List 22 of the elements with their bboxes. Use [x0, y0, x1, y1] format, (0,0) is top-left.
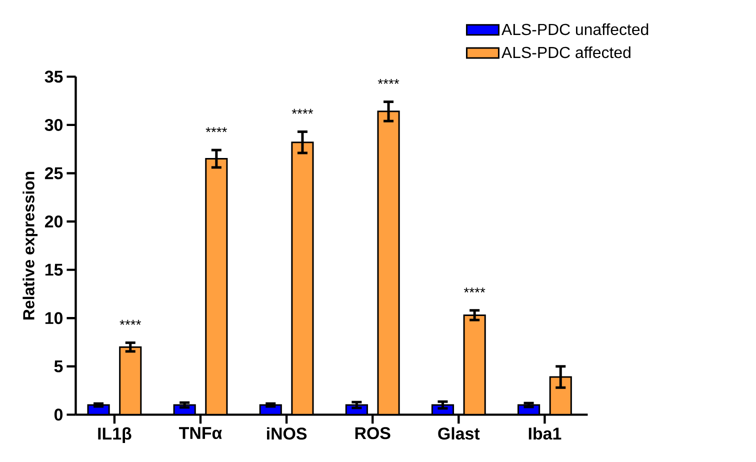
y-tick-label: 20	[44, 216, 63, 228]
x-tick-label: Iba1	[528, 427, 562, 440]
y-tick-label: 10	[45, 312, 63, 324]
y-tick-label: 35	[44, 70, 63, 83]
annotation: ****	[292, 108, 314, 114]
y-tick-label: 0	[54, 408, 63, 421]
y-tick-label: 30	[44, 118, 63, 131]
annotation: ****	[206, 127, 228, 132]
y-axis-title: Relative expression	[22, 172, 38, 320]
y-tick-label: 25	[44, 167, 63, 180]
y-tick-label: 15	[45, 264, 63, 276]
legend-label: ALS-PDC unaffected	[502, 23, 648, 36]
x-tick-label: IL1β	[98, 427, 132, 443]
x-tick-label: ROS	[355, 427, 390, 440]
y-tick-label: 5	[54, 360, 63, 372]
annotation: ****	[378, 78, 400, 84]
annotation: ****	[120, 320, 142, 325]
x-tick-label: Glast	[438, 427, 480, 440]
annotation: ****	[464, 288, 486, 292]
x-tick-label: TNFα	[179, 427, 222, 440]
x-tick-label: iNOS	[267, 427, 307, 440]
legend-label: ALS-PDC affected	[502, 46, 630, 58]
